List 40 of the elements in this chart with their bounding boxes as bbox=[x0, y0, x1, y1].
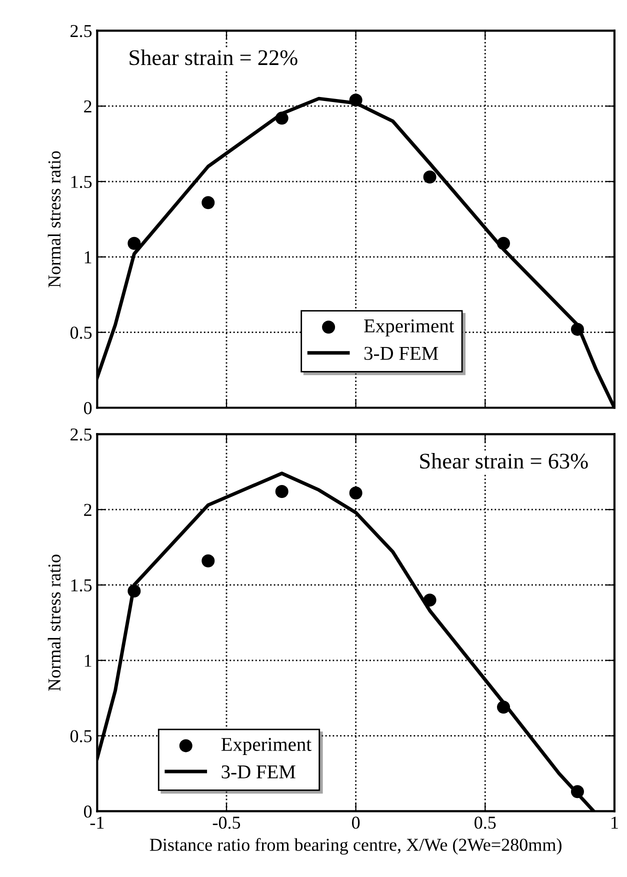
point bbox=[497, 700, 510, 714]
y-tick-label: 1 bbox=[84, 251, 92, 264]
point bbox=[275, 112, 288, 125]
y-tick-label: 1 bbox=[84, 654, 92, 667]
annotation: Shear strain = 22% bbox=[130, 50, 298, 66]
y-tick-label: 0 bbox=[84, 402, 92, 414]
point bbox=[128, 236, 141, 250]
point bbox=[202, 196, 215, 210]
x-tick-label: 1 bbox=[612, 816, 618, 829]
point bbox=[423, 170, 436, 184]
y-tick-label: 1.5 bbox=[71, 579, 92, 592]
x-tick-label: -1 bbox=[90, 816, 104, 829]
point bbox=[570, 322, 584, 336]
y-tick-label: 1.5 bbox=[71, 176, 92, 188]
point bbox=[202, 554, 215, 568]
y-tick-label: 0.5 bbox=[70, 326, 92, 339]
point bbox=[570, 785, 584, 798]
y-tick-label: 2 bbox=[84, 100, 92, 112]
y-axis-title: Normal stress ratio bbox=[48, 151, 61, 288]
point bbox=[497, 236, 510, 250]
x-tick-label: 0 bbox=[352, 816, 360, 829]
y-tick-label: 2.5 bbox=[70, 428, 92, 441]
legend-label: Experiment bbox=[221, 738, 312, 755]
y-tick-label: 2 bbox=[84, 504, 92, 516]
x-axis-title: Distance ratio from bearing centre, X/We (2We=280mm) bbox=[150, 838, 562, 855]
point bbox=[275, 484, 288, 498]
y-tick-label: 0.5 bbox=[70, 730, 92, 742]
legend-label: 3-D FEM bbox=[222, 765, 296, 778]
annotation: Shear strain = 63% bbox=[420, 453, 588, 469]
y-axis-title: Normal stress ratio bbox=[48, 554, 61, 691]
point bbox=[128, 584, 141, 598]
point bbox=[423, 594, 436, 607]
x-tick-label: -0.5 bbox=[212, 816, 240, 829]
legend-label: 3-D FEM bbox=[364, 346, 438, 360]
point bbox=[349, 94, 362, 107]
x-tick-label: 0.5 bbox=[474, 816, 496, 829]
y-tick-label: 2.5 bbox=[70, 25, 92, 38]
legend-label: Experiment bbox=[364, 319, 454, 336]
y-tick-label: 0 bbox=[84, 805, 92, 818]
point bbox=[349, 486, 362, 500]
